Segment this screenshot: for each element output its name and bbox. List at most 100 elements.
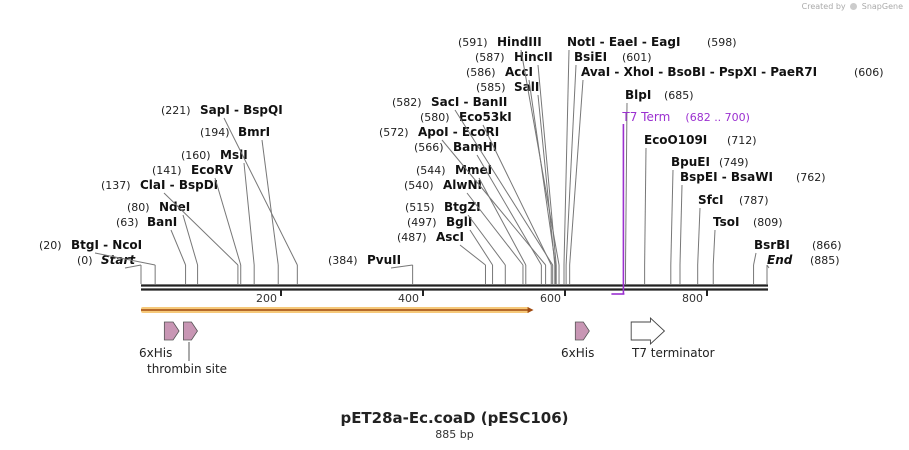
credit-brand: SnapGene [861, 2, 903, 11]
enzyme-name: EcoRV [191, 163, 234, 177]
enzyme-connector [478, 177, 527, 266]
enzyme-name: BanI [147, 215, 177, 229]
enzyme-name: MmeI [455, 163, 492, 177]
enzyme-name: PvuII [367, 253, 401, 267]
enzyme-name: ApoI - EcoRI [418, 125, 499, 139]
enzyme-position: (137) [101, 179, 131, 192]
enzyme-connector [94, 252, 156, 266]
feature-label: thrombin site [147, 362, 227, 376]
enzyme-connector [467, 214, 506, 266]
enzyme-name: HindIII [497, 35, 542, 49]
snapgene-credit: Created by SnapGene [802, 2, 903, 11]
enzyme-position: (194) [200, 126, 230, 139]
enzyme-connector [670, 169, 674, 266]
feature-arrow [183, 321, 198, 341]
enzyme-position: (591) [458, 36, 488, 49]
enzyme-connector [753, 252, 757, 266]
enzyme-connector [390, 264, 413, 269]
enzyme-name: BmrI [238, 125, 270, 139]
enzyme-position: (582) [392, 96, 422, 109]
t7-term-name: T7 Term [621, 110, 670, 124]
enzyme-connector [482, 124, 552, 266]
enzyme-name: AlwNI [443, 178, 482, 192]
enzyme-position: (221) [161, 104, 191, 117]
snapgene-logo-icon [850, 3, 858, 10]
enzyme-connector [563, 49, 570, 266]
enzyme-connector [520, 49, 560, 266]
enzyme-name: SalI [514, 80, 539, 94]
enzyme-position: (606) [854, 66, 884, 79]
enzyme-connector [625, 102, 628, 266]
enzyme-connector [261, 139, 279, 266]
enzyme-connector [214, 177, 242, 266]
enzyme-name: BpuEI [671, 155, 710, 169]
feature-label: 6xHis [561, 346, 594, 360]
enzyme-name: ClaI - BspDI [140, 178, 218, 192]
enzyme-name: NdeI [159, 200, 190, 214]
enzyme-position: (787) [739, 194, 769, 207]
enzyme-position: (515) [405, 201, 435, 214]
enzyme-connector [565, 64, 577, 266]
enzyme-name: AscI [436, 230, 464, 244]
enzyme-name: BtgZI [444, 200, 481, 214]
enzyme-name: BtgI - NcoI [71, 238, 142, 252]
enzyme-connector [569, 79, 584, 266]
enzyme-position: (601) [622, 51, 652, 64]
enzyme-name: AvaI - XhoI - BsoBI - PspXI - PaeR7I [581, 65, 817, 79]
sequence-map: 200 400 600 800 (0) Start (20) BtgI - NcoI (63) B… [39, 35, 884, 376]
enzyme-connector [466, 192, 524, 266]
enzyme-connector [454, 109, 554, 266]
enzyme-position: (586) [466, 66, 496, 79]
feature-label: T7 terminator [631, 346, 715, 360]
enzyme-name: NotI - EaeI - EagI [567, 35, 680, 49]
feature-arrow [163, 321, 180, 341]
enzyme-position: (20) [39, 239, 62, 252]
enzyme-name: BlpI [625, 88, 651, 102]
orf-arrowhead [527, 307, 534, 313]
enzyme-position: (80) [127, 201, 150, 214]
enzyme-position: (585) [476, 81, 506, 94]
enzyme-connector [223, 117, 298, 266]
enzyme-name: MslI [220, 148, 248, 162]
enzyme-position: (141) [152, 164, 182, 177]
enzyme-connector [124, 264, 142, 269]
enzyme-position: (572) [379, 126, 409, 139]
t7-term-range: (682 .. 700) [685, 111, 750, 124]
enzyme-position: (712) [727, 134, 757, 147]
enzyme-position: (160) [181, 149, 211, 162]
terminator-arrow [630, 316, 666, 346]
enzyme-position: (63) [116, 216, 139, 229]
enzyme-position: (566) [414, 141, 444, 154]
ruler-tick-label: 800 [682, 292, 703, 305]
enzyme-name: BsrBI [754, 238, 790, 252]
enzyme-connector [441, 139, 546, 266]
ruler-tick-label: 200 [256, 292, 277, 305]
enzyme-position: (540) [404, 179, 434, 192]
enzyme-connector [243, 162, 255, 266]
enzyme-name: AccI [505, 65, 533, 79]
enzyme-position: (685) [664, 89, 694, 102]
enzyme-connector [469, 229, 493, 266]
enzyme-position: (384) [328, 254, 358, 267]
enzyme-name: Start [101, 253, 136, 267]
enzyme-position: (809) [753, 216, 783, 229]
map-length: 885 bp [435, 428, 474, 441]
enzyme-name: BamHI [453, 140, 497, 154]
ruler-tick-label: 600 [540, 292, 561, 305]
enzyme-name: EcoO109I [644, 133, 707, 147]
enzyme-connector [537, 94, 556, 266]
enzyme-name: Eco53kI [459, 110, 512, 124]
enzyme-connector [459, 244, 486, 266]
enzyme-position: (749) [719, 156, 749, 169]
enzyme-connector [712, 229, 716, 266]
feature-arrow [574, 321, 590, 341]
enzyme-position: (885) [810, 254, 840, 267]
enzyme-position: (544) [416, 164, 446, 177]
enzyme-name: BsiEI [574, 50, 607, 64]
enzyme-name: SfcI [698, 193, 723, 207]
feature-label: 6xHis [139, 346, 172, 360]
enzyme-name: TsoI [713, 215, 739, 229]
enzyme-position: (866) [812, 239, 842, 252]
enzyme-connector [679, 184, 683, 266]
enzyme-name: HincII [514, 50, 553, 64]
